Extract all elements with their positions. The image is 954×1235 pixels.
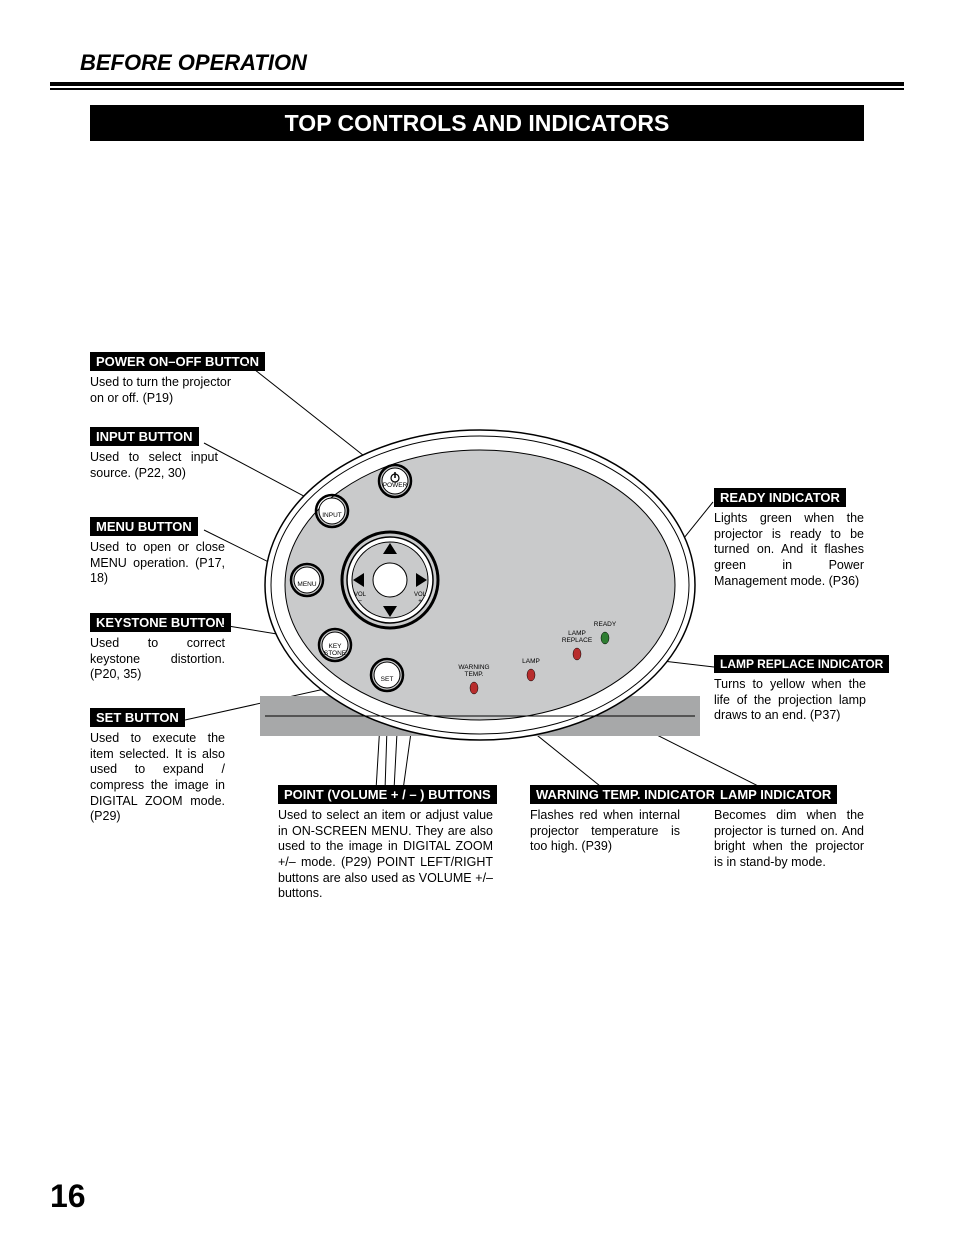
svg-text:VOL: VOL bbox=[354, 592, 367, 598]
callout-text: Flashes red when internal projector temp… bbox=[530, 808, 680, 855]
callout-keystone: KEYSTONE BUTTON Used to correct keystone… bbox=[90, 613, 225, 683]
svg-text:INPUT: INPUT bbox=[322, 512, 342, 519]
callout-header: LAMP REPLACE INDICATOR bbox=[714, 655, 889, 673]
callout-text: Lights green when the projector is ready… bbox=[714, 511, 864, 589]
callout-text: Turns to yellow when the life of the pro… bbox=[714, 677, 866, 724]
callout-point: POINT (VOLUME + / – ) BUTTONS Used to se… bbox=[278, 785, 493, 902]
svg-text:STONE: STONE bbox=[324, 650, 347, 657]
svg-text:+: + bbox=[418, 598, 422, 604]
rule-thin bbox=[50, 88, 904, 90]
svg-text:TEMP.: TEMP. bbox=[464, 671, 483, 678]
callout-header: MENU BUTTON bbox=[90, 517, 198, 536]
callout-ready: READY INDICATOR Lights green when the pr… bbox=[714, 488, 864, 589]
section-header: BEFORE OPERATION bbox=[80, 50, 307, 76]
svg-text:POWER: POWER bbox=[383, 482, 408, 489]
control-panel-diagram: VOL–VOL+POWERINPUTMENUKEYSTONESETREADYLA… bbox=[255, 420, 705, 750]
callout-header: READY INDICATOR bbox=[714, 488, 846, 507]
callout-text: Used to execute the item selected. It is… bbox=[90, 731, 225, 825]
callout-text: Becomes dim when the projector is turned… bbox=[714, 808, 864, 871]
page-title-banner: TOP CONTROLS AND INDICATORS bbox=[90, 105, 864, 141]
svg-text:READY: READY bbox=[594, 621, 617, 628]
callout-warning: WARNING TEMP. INDICATOR Flashes red when… bbox=[530, 785, 680, 855]
callout-header: POINT (VOLUME + / – ) BUTTONS bbox=[278, 785, 497, 804]
callout-header: LAMP INDICATOR bbox=[714, 785, 837, 804]
callout-text: Used to open or close MENU operation. (P… bbox=[90, 540, 225, 587]
rule-thick bbox=[50, 82, 904, 86]
svg-text:MENU: MENU bbox=[297, 581, 316, 588]
callout-lamp: LAMP INDICATOR Becomes dim when the proj… bbox=[714, 785, 864, 871]
callout-menu: MENU BUTTON Used to open or close MENU o… bbox=[90, 517, 225, 587]
svg-text:LAMP: LAMP bbox=[568, 630, 586, 637]
callout-power: POWER ON–OFF BUTTON Used to turn the pro… bbox=[90, 352, 240, 406]
callout-text: Used to turn the projector on or off. (P… bbox=[90, 375, 240, 406]
callout-input: INPUT BUTTON Used to select input source… bbox=[90, 427, 218, 481]
callout-header: POWER ON–OFF BUTTON bbox=[90, 352, 265, 371]
callout-lamp-replace: LAMP REPLACE INDICATOR Turns to yellow w… bbox=[714, 655, 866, 724]
callout-text: Used to select input source. (P22, 30) bbox=[90, 450, 218, 481]
manual-page: BEFORE OPERATION TOP CONTROLS AND INDICA… bbox=[0, 0, 954, 1235]
page-number: 16 bbox=[50, 1178, 86, 1215]
svg-text:LAMP: LAMP bbox=[522, 658, 540, 665]
callout-header: WARNING TEMP. INDICATOR bbox=[530, 785, 721, 804]
callout-set: SET BUTTON Used to execute the item sele… bbox=[90, 708, 225, 825]
callout-header: SET BUTTON bbox=[90, 708, 185, 727]
svg-text:VOL: VOL bbox=[414, 592, 427, 598]
callout-header: INPUT BUTTON bbox=[90, 427, 199, 446]
callout-header: KEYSTONE BUTTON bbox=[90, 613, 231, 632]
svg-text:WARNING: WARNING bbox=[458, 664, 489, 671]
svg-text:SET: SET bbox=[381, 676, 394, 683]
svg-text:KEY: KEY bbox=[328, 643, 342, 650]
callout-text: Used to select an item or adjust value i… bbox=[278, 808, 493, 902]
svg-text:REPLACE: REPLACE bbox=[562, 637, 593, 644]
callout-text: Used to correct keystone distortion. (P2… bbox=[90, 636, 225, 683]
